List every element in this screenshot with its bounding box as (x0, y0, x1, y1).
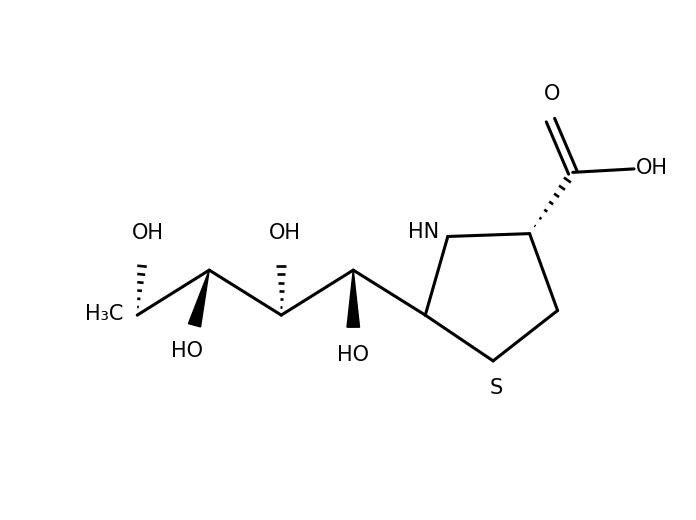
Polygon shape (347, 270, 360, 327)
Text: HO: HO (338, 345, 370, 365)
Text: S: S (490, 378, 503, 398)
Polygon shape (189, 270, 209, 327)
Text: HN: HN (408, 222, 438, 242)
Text: OH: OH (132, 223, 164, 243)
Text: OH: OH (636, 158, 668, 178)
Text: HO: HO (171, 341, 203, 361)
Text: O: O (544, 84, 560, 104)
Text: H₃C: H₃C (85, 304, 123, 324)
Text: OH: OH (269, 223, 301, 243)
